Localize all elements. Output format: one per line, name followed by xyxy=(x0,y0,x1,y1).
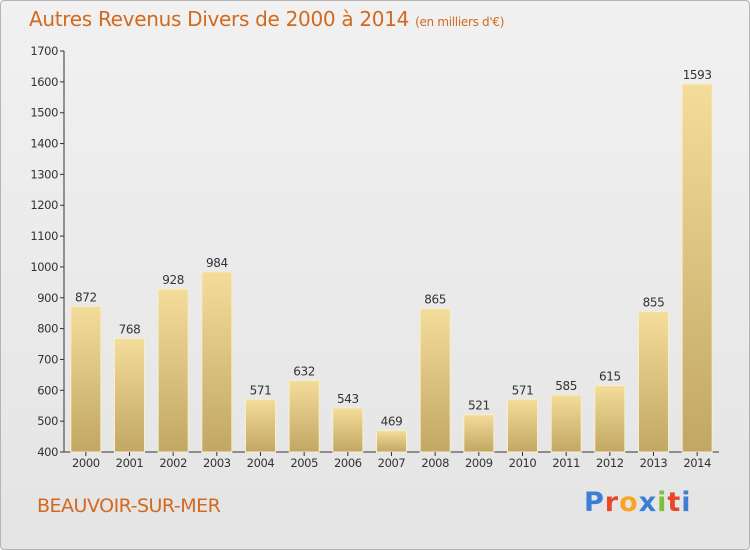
bar xyxy=(114,337,145,453)
y-tick-label: 1600 xyxy=(30,75,58,89)
logo-letter: x xyxy=(638,487,658,518)
bar-value-label: 855 xyxy=(643,296,665,310)
y-tick-label: 700 xyxy=(37,352,58,366)
bar-value-label: 469 xyxy=(381,415,403,429)
x-tick-label: 2014 xyxy=(683,456,711,470)
bar-value-label: 872 xyxy=(75,290,97,304)
bar-value-label: 571 xyxy=(512,383,534,397)
bar-value-label: 521 xyxy=(468,399,490,413)
y-tick-label: 500 xyxy=(37,414,58,428)
y-tick-label: 900 xyxy=(37,291,58,305)
proxiti-logo: Proxiti xyxy=(584,487,692,518)
bar-value-label: 1593 xyxy=(683,68,712,82)
bar xyxy=(332,407,364,453)
logo-letter: i xyxy=(657,487,668,518)
logo-letter: o xyxy=(619,487,639,518)
bar xyxy=(70,305,102,453)
bar xyxy=(507,398,538,453)
bar-value-label: 585 xyxy=(555,379,577,393)
bar-value-label: 632 xyxy=(293,364,315,378)
x-tick-label: 2008 xyxy=(421,456,449,470)
bar-value-label: 543 xyxy=(337,392,359,406)
x-tick-label: 2009 xyxy=(465,456,493,470)
x-tick-label: 2001 xyxy=(116,456,144,470)
y-tick-label: 1700 xyxy=(30,44,58,58)
commune-name: BEAUVOIR-SUR-MER xyxy=(37,495,221,517)
x-tick-label: 2006 xyxy=(334,456,362,470)
y-tick-label: 1100 xyxy=(30,229,58,243)
x-tick-label: 2010 xyxy=(509,456,537,470)
bar-value-label: 768 xyxy=(119,322,141,336)
bar xyxy=(681,83,713,453)
x-tick-label: 2000 xyxy=(72,456,100,470)
x-tick-label: 2003 xyxy=(203,456,231,470)
bar xyxy=(376,430,407,453)
bar xyxy=(463,414,495,453)
x-tick-label: 2011 xyxy=(552,456,580,470)
x-tick-label: 2005 xyxy=(290,456,318,470)
x-tick-label: 2007 xyxy=(378,456,406,470)
chart-subtitle: (en milliers d'€) xyxy=(415,15,505,29)
chart-title: Autres Revenus Divers de 2000 à 2014 (en … xyxy=(29,7,504,31)
y-tick-label: 600 xyxy=(37,383,58,397)
y-tick-label: 1000 xyxy=(30,260,58,274)
bar-value-label: 928 xyxy=(162,273,184,287)
bar xyxy=(550,394,582,453)
bar xyxy=(419,308,451,453)
y-tick-label: 1300 xyxy=(30,167,58,181)
logo-letter: i xyxy=(681,487,692,518)
bar xyxy=(201,271,233,453)
y-tick-label: 1500 xyxy=(30,106,58,120)
x-tick-label: 2013 xyxy=(640,456,668,470)
logo-letter: t xyxy=(667,487,682,518)
bar xyxy=(638,311,669,453)
logo-letter: P xyxy=(584,487,605,518)
chart-title-text: Autres Revenus Divers de 2000 à 2014 xyxy=(29,7,410,31)
bar-value-label: 865 xyxy=(424,293,446,307)
x-tick-label: 2004 xyxy=(247,456,275,470)
y-tick-label: 1200 xyxy=(30,198,58,212)
logo-letter: r xyxy=(604,487,620,518)
bar xyxy=(594,385,626,453)
bar-value-label: 984 xyxy=(206,256,228,270)
bar xyxy=(288,379,320,453)
y-tick-label: 400 xyxy=(37,445,58,459)
bar xyxy=(157,288,189,453)
y-tick-label: 800 xyxy=(37,322,58,336)
bar-value-label: 571 xyxy=(250,383,272,397)
bar-value-label: 615 xyxy=(599,370,621,384)
bar xyxy=(245,398,276,453)
x-tick-label: 2002 xyxy=(159,456,187,470)
x-tick-label: 2012 xyxy=(596,456,624,470)
y-tick-label: 1400 xyxy=(30,137,58,151)
